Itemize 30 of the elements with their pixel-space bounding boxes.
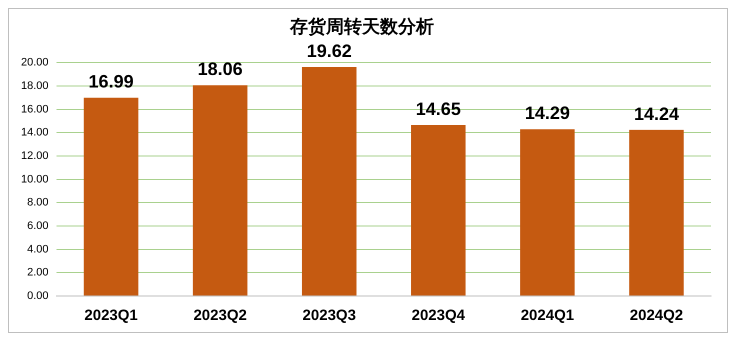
y-tick-label: 10.00 (20, 173, 49, 186)
y-tick-label: 14.00 (20, 126, 49, 139)
x-tick-label: 2024Q2 (630, 307, 684, 324)
y-tick-label: 8.00 (27, 196, 49, 209)
y-tick-label: 4.00 (27, 243, 49, 256)
y-tick-label: 16.00 (20, 103, 49, 116)
y-tick-label: 20.00 (20, 56, 49, 69)
data-label: 14.65 (416, 99, 461, 120)
bar (411, 125, 466, 296)
bar (192, 85, 248, 296)
x-tick-label: 2023Q3 (302, 307, 356, 324)
bar (520, 129, 575, 296)
y-tick-label: 6.00 (27, 220, 49, 232)
bar (84, 98, 138, 296)
data-label: 18.06 (198, 59, 243, 80)
y-tick-label: 2.00 (27, 266, 49, 279)
y-tick-label: 0.00 (27, 290, 49, 302)
data-label: 19.62 (306, 41, 352, 62)
chart-title: 存货周转天数分析 (289, 16, 434, 38)
x-tick-label: 2023Q4 (412, 307, 466, 324)
y-tick-label: 12.00 (20, 150, 49, 162)
x-tick-label: 2023Q1 (84, 307, 138, 324)
x-tick-label: 2024Q1 (520, 307, 574, 324)
data-label: 14.24 (634, 104, 679, 124)
x-tick-label: 2023Q2 (193, 307, 247, 324)
data-label: 14.29 (524, 103, 570, 124)
y-tick-label: 18.00 (20, 80, 49, 92)
data-label: 16.99 (88, 72, 134, 92)
bar (629, 130, 684, 296)
bar (302, 67, 356, 296)
